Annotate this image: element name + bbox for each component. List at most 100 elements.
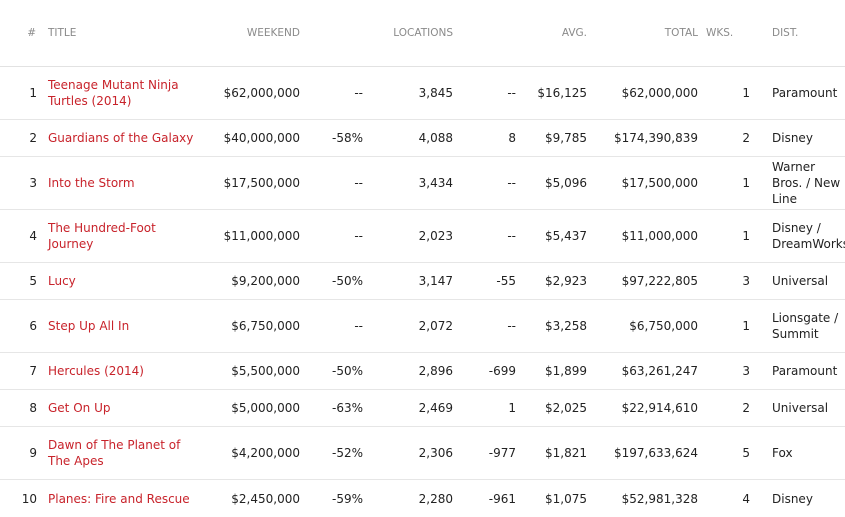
distributor: Paramount — [760, 353, 845, 390]
total-gross: $52,981,328 — [591, 480, 702, 517]
location-change: 1 — [457, 390, 520, 427]
row-rank: 3 — [0, 157, 42, 210]
header-weekend: WEEKEND — [204, 0, 304, 67]
total-gross: $97,222,805 — [591, 263, 702, 300]
weeks-count: 1 — [702, 210, 760, 263]
location-change: -977 — [457, 427, 520, 480]
total-gross: $17,500,000 — [591, 157, 702, 210]
distributor: Disney / DreamWorks — [760, 210, 845, 263]
weekend-change: -- — [304, 67, 367, 120]
movie-title-link[interactable]: Step Up All In — [42, 300, 204, 353]
average-gross: $2,923 — [520, 263, 591, 300]
movie-title-link[interactable]: Dawn of The Planet of The Apes — [42, 427, 204, 480]
weeks-count: 1 — [702, 300, 760, 353]
table-body: 1 Teenage Mutant Ninja Turtles (2014) $6… — [0, 67, 845, 517]
distributor: Universal — [760, 390, 845, 427]
movie-title-link[interactable]: Into the Storm — [42, 157, 204, 210]
table-row: 10 Planes: Fire and Rescue $2,450,000 -5… — [0, 480, 845, 517]
weekend-gross: $5,500,000 — [204, 353, 304, 390]
table-row: 5 Lucy $9,200,000 -50% 3,147 -55 $2,923 … — [0, 263, 845, 300]
header-location-change — [457, 0, 520, 67]
average-gross: $1,075 — [520, 480, 591, 517]
location-change: -55 — [457, 263, 520, 300]
movie-title-link[interactable]: Guardians of the Galaxy — [42, 120, 204, 157]
location-count: 2,072 — [367, 300, 457, 353]
location-change: -- — [457, 67, 520, 120]
weeks-count: 2 — [702, 390, 760, 427]
weekend-change: -58% — [304, 120, 367, 157]
weekend-gross: $6,750,000 — [204, 300, 304, 353]
location-count: 3,845 — [367, 67, 457, 120]
weekend-gross: $9,200,000 — [204, 263, 304, 300]
header-distributor: DIST. — [760, 0, 845, 67]
average-gross: $5,096 — [520, 157, 591, 210]
header-weeks: WKS. — [702, 0, 760, 67]
movie-title-link[interactable]: Teenage Mutant Ninja Turtles (2014) — [42, 67, 204, 120]
table-row: 1 Teenage Mutant Ninja Turtles (2014) $6… — [0, 67, 845, 120]
table-row: 8 Get On Up $5,000,000 -63% 2,469 1 $2,0… — [0, 390, 845, 427]
movie-title-link[interactable]: Planes: Fire and Rescue — [42, 480, 204, 517]
movie-title-link[interactable]: The Hundred-Foot Journey — [42, 210, 204, 263]
distributor: Warner Bros. / New Line — [760, 157, 845, 210]
total-gross: $62,000,000 — [591, 67, 702, 120]
location-count: 2,306 — [367, 427, 457, 480]
row-rank: 2 — [0, 120, 42, 157]
table-row: 4 The Hundred-Foot Journey $11,000,000 -… — [0, 210, 845, 263]
distributor: Disney — [760, 480, 845, 517]
weeks-count: 3 — [702, 263, 760, 300]
weekend-change: -52% — [304, 427, 367, 480]
location-count: 2,023 — [367, 210, 457, 263]
location-count: 3,147 — [367, 263, 457, 300]
movie-title-link[interactable]: Get On Up — [42, 390, 204, 427]
location-change: -699 — [457, 353, 520, 390]
weeks-count: 2 — [702, 120, 760, 157]
table-row: 3 Into the Storm $17,500,000 -- 3,434 --… — [0, 157, 845, 210]
weekend-gross: $2,450,000 — [204, 480, 304, 517]
weeks-count: 1 — [702, 157, 760, 210]
header-title: TITLE — [42, 0, 204, 67]
table-row: 2 Guardians of the Galaxy $40,000,000 -5… — [0, 120, 845, 157]
row-rank: 4 — [0, 210, 42, 263]
header-locations: LOCATIONS — [367, 0, 457, 67]
table-row: 7 Hercules (2014) $5,500,000 -50% 2,896 … — [0, 353, 845, 390]
weeks-count: 4 — [702, 480, 760, 517]
total-gross: $63,261,247 — [591, 353, 702, 390]
location-count: 2,280 — [367, 480, 457, 517]
location-count: 2,469 — [367, 390, 457, 427]
average-gross: $2,025 — [520, 390, 591, 427]
location-count: 3,434 — [367, 157, 457, 210]
average-gross: $1,821 — [520, 427, 591, 480]
location-change: -961 — [457, 480, 520, 517]
row-rank: 6 — [0, 300, 42, 353]
weekend-gross: $62,000,000 — [204, 67, 304, 120]
weekend-change: -50% — [304, 263, 367, 300]
row-rank: 7 — [0, 353, 42, 390]
average-gross: $3,258 — [520, 300, 591, 353]
movie-title-link[interactable]: Lucy — [42, 263, 204, 300]
total-gross: $197,633,624 — [591, 427, 702, 480]
average-gross: $9,785 — [520, 120, 591, 157]
row-rank: 9 — [0, 427, 42, 480]
table-row: 9 Dawn of The Planet of The Apes $4,200,… — [0, 427, 845, 480]
weekend-gross: $11,000,000 — [204, 210, 304, 263]
weekend-gross: $17,500,000 — [204, 157, 304, 210]
weekend-change: -63% — [304, 390, 367, 427]
header-rank: # — [0, 0, 42, 67]
location-change: -- — [457, 300, 520, 353]
weekend-change: -50% — [304, 353, 367, 390]
weekend-gross: $4,200,000 — [204, 427, 304, 480]
average-gross: $16,125 — [520, 67, 591, 120]
table-row: 6 Step Up All In $6,750,000 -- 2,072 -- … — [0, 300, 845, 353]
header-average: AVG. — [520, 0, 591, 67]
header-total: TOTAL — [591, 0, 702, 67]
row-rank: 5 — [0, 263, 42, 300]
distributor: Disney — [760, 120, 845, 157]
distributor: Fox — [760, 427, 845, 480]
weekend-gross: $5,000,000 — [204, 390, 304, 427]
distributor: Paramount — [760, 67, 845, 120]
weeks-count: 1 — [702, 67, 760, 120]
location-change: -- — [457, 157, 520, 210]
movie-title-link[interactable]: Hercules (2014) — [42, 353, 204, 390]
row-rank: 1 — [0, 67, 42, 120]
location-change: 8 — [457, 120, 520, 157]
